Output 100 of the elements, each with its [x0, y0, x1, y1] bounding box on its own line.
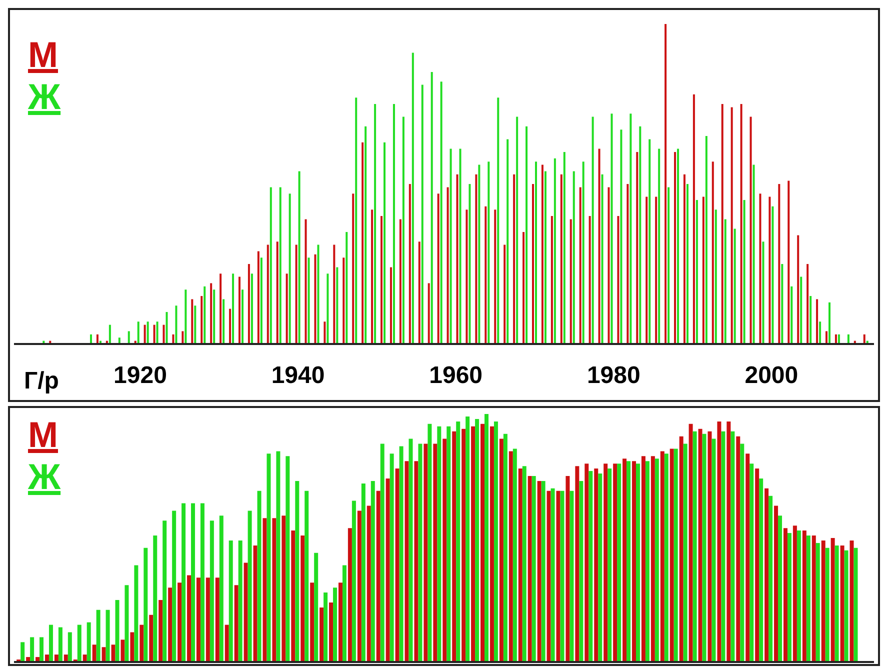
- bar: [153, 536, 158, 662]
- bar: [162, 324, 165, 344]
- bar: [588, 216, 591, 344]
- bar: [724, 219, 726, 344]
- bar: [654, 458, 659, 662]
- x-tick-label: 1980: [586, 362, 640, 390]
- bar: [462, 428, 466, 662]
- bar: [746, 454, 750, 662]
- bar: [484, 206, 487, 344]
- bar: [241, 290, 244, 344]
- bar: [468, 184, 471, 344]
- bar: [646, 196, 648, 344]
- bar: [816, 542, 820, 662]
- bar: [787, 533, 792, 662]
- bar: [248, 510, 252, 662]
- bar: [475, 174, 478, 344]
- bar: [783, 528, 788, 662]
- bar: [130, 632, 134, 662]
- bar: [238, 540, 242, 662]
- bar: [178, 582, 182, 662]
- bar: [541, 164, 544, 344]
- bar: [677, 148, 680, 344]
- bar: [636, 464, 640, 662]
- bar: [490, 426, 494, 662]
- bar: [156, 322, 158, 344]
- bar: [810, 296, 812, 344]
- bar: [86, 622, 91, 662]
- bar: [115, 600, 120, 662]
- bar: [175, 306, 178, 344]
- bar: [364, 126, 367, 344]
- bar: [819, 322, 822, 344]
- bar: [421, 84, 424, 344]
- bar: [308, 258, 310, 344]
- bar: [812, 536, 816, 662]
- bar: [348, 528, 352, 662]
- bar: [620, 130, 622, 344]
- bar: [120, 640, 125, 662]
- bar: [494, 421, 498, 662]
- bar: [194, 306, 196, 344]
- bar: [579, 480, 584, 662]
- x-tick-label: 1920: [114, 362, 167, 390]
- bar: [598, 474, 602, 662]
- bar: [428, 283, 430, 344]
- bar: [730, 431, 735, 662]
- bar: [721, 104, 724, 344]
- bar: [546, 490, 551, 662]
- bar: [282, 516, 286, 662]
- bar: [352, 500, 356, 662]
- bar: [622, 458, 627, 662]
- bar: [478, 164, 480, 344]
- bar: [128, 331, 130, 344]
- bar: [617, 216, 620, 344]
- bar: [162, 520, 167, 662]
- bar: [504, 244, 506, 344]
- bar: [712, 438, 716, 662]
- bar: [683, 444, 688, 662]
- bar: [450, 148, 452, 344]
- bar: [320, 607, 324, 662]
- bar: [442, 438, 447, 662]
- bar: [692, 431, 697, 662]
- bar: [342, 565, 346, 662]
- bar: [314, 552, 318, 662]
- bar: [772, 206, 774, 344]
- bar: [262, 518, 267, 662]
- bar: [688, 424, 693, 662]
- bar: [338, 582, 342, 662]
- bar: [253, 545, 258, 662]
- bar: [743, 200, 746, 344]
- bar: [645, 461, 650, 662]
- bar: [639, 126, 642, 344]
- bar: [77, 624, 82, 662]
- bar: [550, 216, 553, 344]
- bar: [352, 194, 354, 344]
- bar: [191, 503, 195, 662]
- bar: [556, 490, 560, 662]
- bar: [300, 536, 305, 662]
- bar: [418, 242, 420, 344]
- bar: [768, 196, 771, 344]
- bar: [802, 530, 806, 662]
- bar: [286, 456, 290, 662]
- bar: [582, 162, 584, 344]
- text: М: [28, 414, 59, 456]
- bar: [182, 331, 184, 344]
- bar: [806, 264, 809, 344]
- bar: [204, 286, 206, 344]
- bar: [518, 468, 522, 662]
- text: Ж: [28, 76, 61, 118]
- bar: [362, 142, 364, 344]
- bar: [137, 322, 140, 344]
- bar: [229, 308, 232, 344]
- bar: [702, 434, 706, 662]
- bar: [550, 488, 555, 662]
- bar: [608, 468, 612, 662]
- bar: [764, 488, 769, 662]
- bar: [206, 578, 210, 662]
- bar: [774, 506, 778, 662]
- bar: [698, 428, 702, 662]
- bar: [826, 331, 828, 344]
- bar: [324, 592, 328, 662]
- bar: [475, 418, 480, 662]
